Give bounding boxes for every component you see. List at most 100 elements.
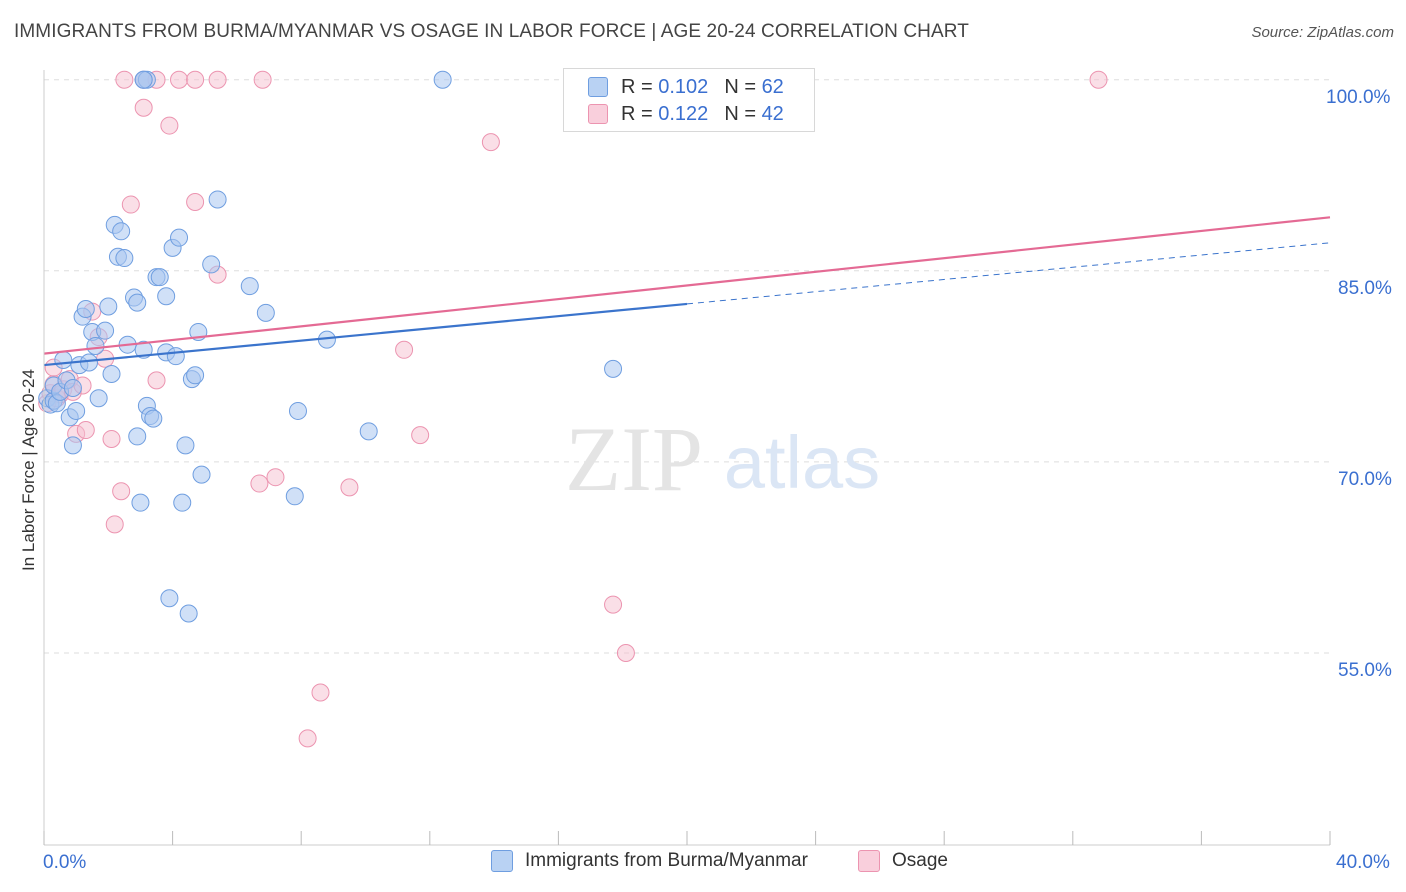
legend-row-burma: R = 0.102 N = 62 (588, 75, 784, 99)
osage-point (253, 70, 272, 89)
burma-point (54, 350, 73, 369)
osage-point (604, 595, 623, 614)
x-tick-label-min: 0.0% (43, 852, 87, 873)
osage-point (311, 683, 330, 702)
legend-r-label: R = (621, 75, 653, 98)
burma-point (604, 359, 623, 378)
burma-point (202, 255, 221, 274)
burma-point (166, 347, 185, 366)
osage-point (170, 70, 189, 89)
osage-point (208, 70, 227, 89)
series-legend-label: Immigrants from Burma/Myanmar (525, 850, 808, 871)
burma-point (170, 228, 189, 247)
burma-point (176, 436, 195, 455)
burma-point (359, 422, 378, 441)
legend-swatch-blue (588, 77, 608, 97)
grid-layer (44, 79, 1330, 654)
burma-point (96, 321, 115, 340)
osage-point (134, 98, 153, 117)
burma-point (128, 293, 147, 312)
legend-n-label: N = (724, 75, 756, 98)
burma-point (102, 364, 121, 383)
burma-point (63, 436, 82, 455)
osage-point (481, 133, 500, 152)
osage-trend-line (43, 216, 1331, 355)
burma-point (134, 340, 153, 359)
burma-point (288, 401, 307, 420)
legend-r-value: 0.122 (658, 102, 709, 125)
burma-point (192, 465, 211, 484)
osage-point (160, 116, 179, 135)
watermark-zip: ZIP (565, 408, 703, 510)
legend-row-osage: R = 0.122 N = 42 (588, 102, 784, 126)
osage-point (298, 729, 317, 748)
burma-point (240, 277, 259, 296)
burma-point (256, 303, 275, 322)
burma-points (38, 70, 623, 623)
osage-point (121, 195, 140, 214)
burma-point (433, 70, 452, 89)
burma-point (63, 379, 82, 398)
burma-point (186, 366, 205, 385)
burma-point (76, 300, 95, 319)
y-tick-label-85: 85.0% (1338, 278, 1392, 299)
series-legend-burma[interactable]: Immigrants from Burma/Myanmar (491, 850, 808, 872)
osage-point (186, 70, 205, 89)
x-tick-label-max: 40.0% (1336, 852, 1390, 873)
osage-point (1089, 70, 1108, 89)
burma-point (179, 604, 198, 623)
burma-point (128, 427, 147, 446)
burma-point (285, 487, 304, 506)
trend-lines (43, 216, 1331, 367)
osage-point (105, 515, 124, 534)
legend-n-value: 62 (761, 75, 784, 98)
osage-point (112, 482, 131, 501)
watermark-atlas: atlas (724, 421, 880, 504)
burma-point (134, 70, 153, 89)
watermark: ZIP atlas (565, 408, 880, 510)
burma-trend-line (43, 302, 688, 367)
series-legend: Immigrants from Burma/Myanmar Osage (0, 850, 1406, 878)
burma-point (115, 249, 134, 268)
series-swatch-pink (858, 850, 880, 872)
burma-point (80, 353, 99, 372)
burma-point (157, 287, 176, 306)
legend-n-label: N = (724, 102, 756, 125)
osage-point (340, 478, 359, 497)
burma-point (144, 409, 163, 428)
osage-point (266, 468, 285, 487)
burma-point (99, 297, 118, 316)
osage-point (115, 70, 134, 89)
burma-point (208, 190, 227, 209)
chart-title: IMMIGRANTS FROM BURMA/MYANMAR VS OSAGE I… (14, 21, 969, 42)
burma-point (86, 336, 105, 355)
burma-point (150, 268, 169, 287)
legend-r-value: 0.102 (658, 75, 709, 98)
burma-point (160, 589, 179, 608)
series-legend-osage[interactable]: Osage (858, 850, 948, 872)
burma-point (173, 493, 192, 512)
y-tick-label-100: 100.0% (1326, 87, 1391, 108)
burma-point (89, 389, 108, 408)
burma-point (112, 222, 131, 241)
osage-point (102, 429, 121, 448)
legend-n-value: 42 (761, 102, 784, 125)
osage-point (76, 421, 95, 440)
osage-point (616, 644, 635, 662)
y-axis-label: In Labor Force | Age 20-24 (19, 369, 38, 571)
osage-point (147, 371, 166, 390)
y-tick-label-70: 70.0% (1338, 469, 1392, 490)
stats-legend: R = 0.102 N = 62 R = 0.122 N = 42 (563, 68, 815, 132)
source-credit: Source: ZipAtlas.com (1251, 24, 1394, 41)
y-tick-label-55: 55.0% (1338, 660, 1392, 681)
series-legend-label: Osage (892, 850, 948, 871)
osage-point (186, 193, 205, 212)
burma-trend-extension (686, 242, 1331, 305)
axes (43, 70, 1331, 846)
osage-point (250, 474, 269, 493)
series-swatch-blue (491, 850, 513, 872)
legend-r-label: R = (621, 102, 653, 125)
osage-point (395, 340, 414, 359)
osage-point (411, 426, 430, 445)
